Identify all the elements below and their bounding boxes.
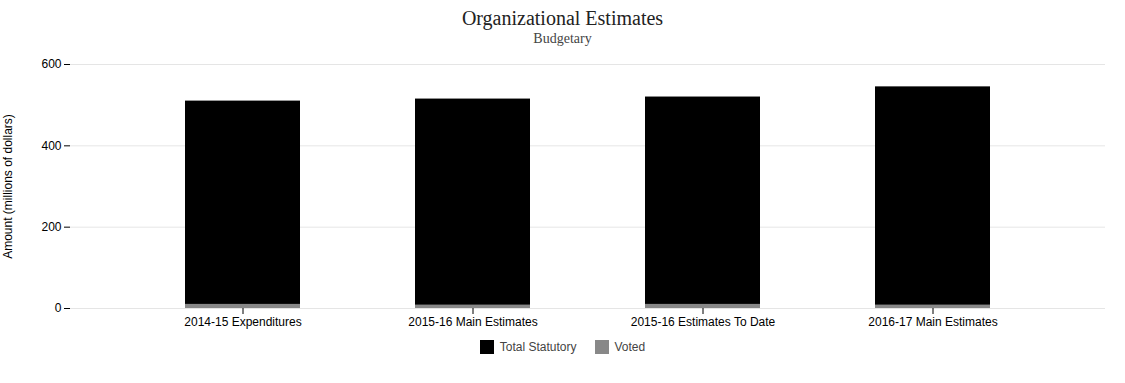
svg-text:2015-16 Main Estimates: 2015-16 Main Estimates <box>408 315 537 329</box>
html-text:Total Statutory: Total Statutory <box>499 340 577 354</box>
svg-text:2016-17 Main Estimates: 2016-17 Main Estimates <box>868 315 997 329</box>
svg-text:2015-16 Estimates To Date: 2015-16 Estimates To Date <box>631 315 776 329</box>
svg-text:Amount (millions of dollars): Amount (millions of dollars) <box>1 114 15 259</box>
html-text:Budgetary: Budgetary <box>533 31 592 46</box>
svg-text:0: 0 <box>55 301 62 315</box>
svg-text:200: 200 <box>41 220 61 234</box>
html-text:Voted: Voted <box>614 340 646 354</box>
html-text:Organizational Estimates: Organizational Estimates <box>461 7 664 29</box>
svg-text:400: 400 <box>41 139 61 153</box>
svg-text:600: 600 <box>41 57 61 71</box>
svg-text:2014-15 Expenditures: 2014-15 Expenditures <box>184 315 301 329</box>
